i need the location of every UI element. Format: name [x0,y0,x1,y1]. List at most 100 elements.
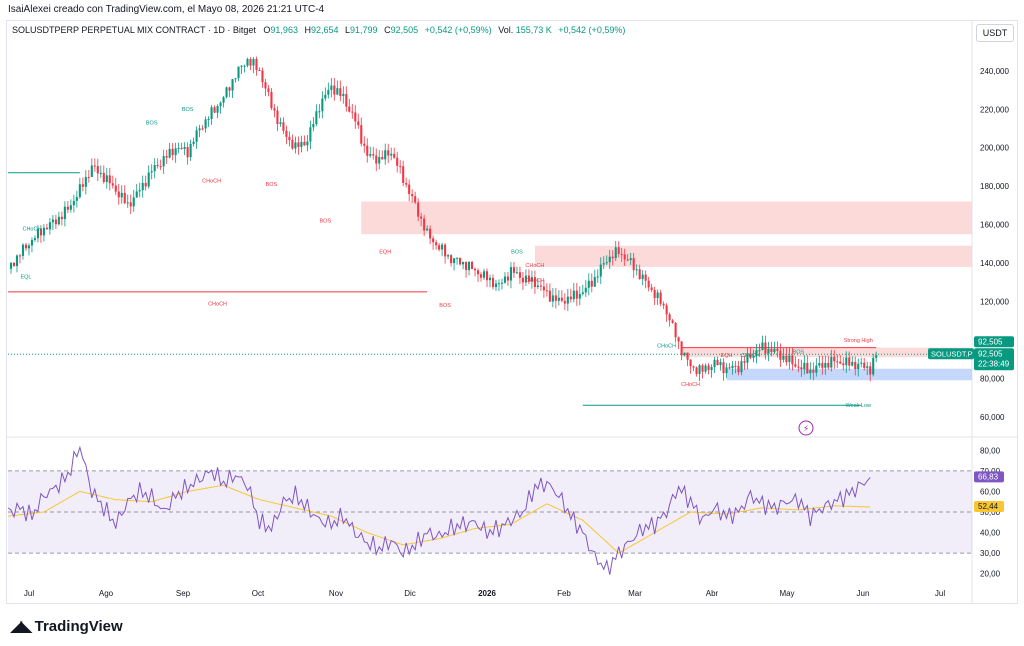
candle-body [848,357,851,366]
candle-body [806,362,809,374]
candle-body [509,267,513,281]
candle-body [737,365,740,373]
symbol-badge [928,348,974,360]
candle-body [701,365,704,372]
candle-body [24,244,28,249]
candle-body [770,348,773,353]
candle-body [426,228,429,231]
volume-change: +0,542 (+0,59%) [558,25,626,35]
candle-body [81,184,84,187]
candle-body [219,102,222,107]
candle-body [324,94,327,99]
candle-body [773,348,776,353]
candle-body [42,227,45,236]
time-tick-label: Oct [252,589,265,598]
candle-body [198,128,201,131]
candle-body [246,59,249,66]
candle-body [734,365,737,367]
candle-body [617,247,620,255]
time-tick-label: Feb [557,589,571,598]
candle-body [611,256,614,259]
candle-body [533,277,536,288]
candle-body [512,267,515,273]
candle-body [656,292,659,299]
time-tick-label: Abr [706,589,719,598]
candle-body [72,200,75,206]
candle-body [255,59,258,71]
candle-body [875,355,878,358]
candle-body [156,165,159,167]
candle-body [776,348,779,351]
structure-label: CHoCH [22,226,41,232]
rsi-ma-line [7,484,871,554]
candle-body [821,363,824,368]
candle-body [644,274,647,281]
candle-body [153,165,156,172]
candle-body [405,183,408,185]
candle-body [629,258,632,261]
candle-body [351,111,354,113]
candle-body [788,355,791,363]
candle-body [111,183,114,186]
candle-body [542,286,545,291]
structure-label: BOS [793,349,805,355]
candle-body [30,239,33,246]
candle-body [384,150,387,160]
candle-body [177,147,180,149]
candle-body [453,258,456,264]
low-label: L [345,25,351,35]
rsi-tick-label: 30,00 [980,549,1001,558]
candle-body [192,141,195,144]
structure-label: BOS [320,219,332,225]
candle-body [222,97,225,103]
candle-body [866,366,869,368]
countdown-value: 22:38:49 [978,359,1010,368]
candle-body [357,121,360,126]
candle-body [285,130,288,137]
candle-body [836,361,839,363]
structure-label: CHoCH [657,344,676,350]
structure-label: BOS [439,303,451,309]
rsi-line [7,445,871,575]
price-tick-label: 200,000 [980,144,1009,153]
candle-body [854,361,857,370]
candle-body [102,172,105,182]
candle-body [348,106,351,112]
volume-value: 155,73 K [515,25,552,35]
candle-body [390,153,393,156]
time-tick-label: Sep [176,589,191,598]
candle-body [689,359,692,367]
time-tick-label: 2026 [478,589,496,598]
open-value: 91,963 [270,25,298,35]
candle-body [309,127,312,142]
structure-label: BOS [266,182,278,188]
candle-body [812,369,815,373]
candle-body [15,255,19,267]
structure-label: CHoCH [202,178,221,184]
candle-body [456,257,459,259]
candle-body [731,365,734,369]
candle-body [207,118,210,120]
structure-label: CHoCH [681,382,700,388]
candle-body [818,363,821,366]
candle-body [465,261,468,270]
price-tick-label: 60,000 [980,413,1005,422]
candle-body [536,285,539,288]
structure-label: EQH [721,353,733,359]
candle-body [429,228,432,239]
candle-body [375,155,378,164]
candle-body [417,202,420,217]
candle-body [581,292,584,295]
structure-label: CHoCH [208,301,227,307]
symbol-legend: SOLUSDTPERP PERPETUAL MIX CONTRACT · 1D … [12,25,629,35]
candle-body [479,274,483,278]
candle-body [539,285,542,287]
candle-body [45,227,48,230]
candle-body [524,275,527,283]
candle-body [75,197,78,201]
last-price-badge [974,336,1014,348]
candle-body [273,108,276,111]
candle-body [809,369,812,374]
currency-button[interactable]: USDT [976,24,1014,42]
